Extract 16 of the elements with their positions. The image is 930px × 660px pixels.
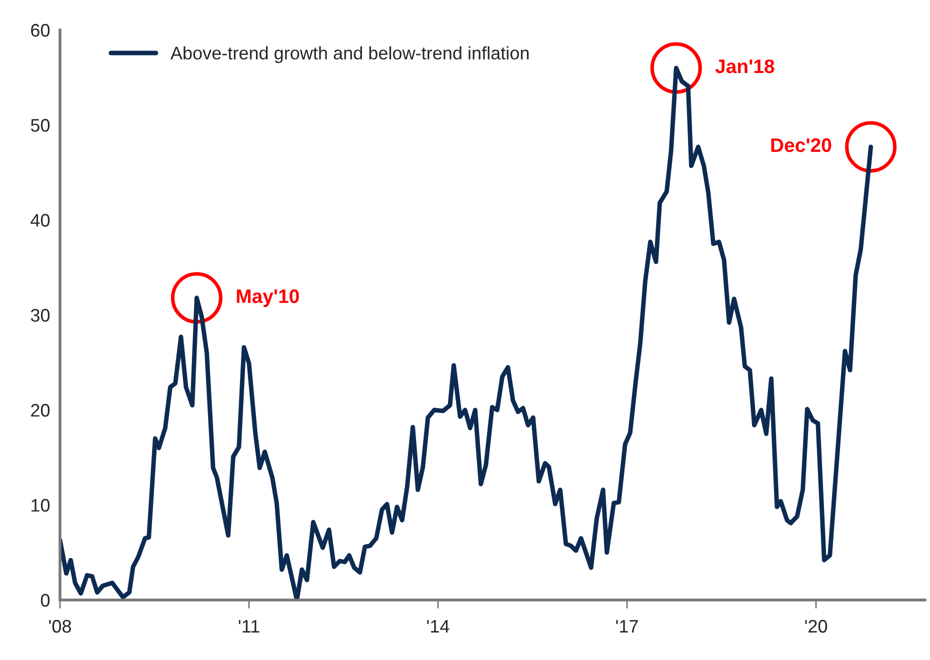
y-tick-label: 10 [32, 498, 50, 512]
y-tick-label: 50 [30, 118, 50, 132]
legend-label: Above-trend growth and below-trend inflation [170, 46, 529, 64]
y-tick-label: 0 [40, 594, 50, 607]
annotation: Dec'20 [771, 138, 832, 152]
x-tick-label: '08 [49, 620, 71, 633]
x-tick-label: '20 [805, 620, 828, 633]
y-tick-label: 30 [30, 308, 50, 322]
annotation: Jan'18 [715, 59, 774, 74]
x-tick-label: '14 [427, 620, 450, 633]
y-tick-label: 20 [31, 404, 50, 417]
x-tick-label: '17 [616, 620, 638, 633]
annotation: May'10 [236, 289, 299, 307]
x-tick-label: '11 [238, 620, 260, 633]
y-tick-label: 40 [30, 214, 50, 227]
y-tick-label: 60 [31, 24, 50, 37]
